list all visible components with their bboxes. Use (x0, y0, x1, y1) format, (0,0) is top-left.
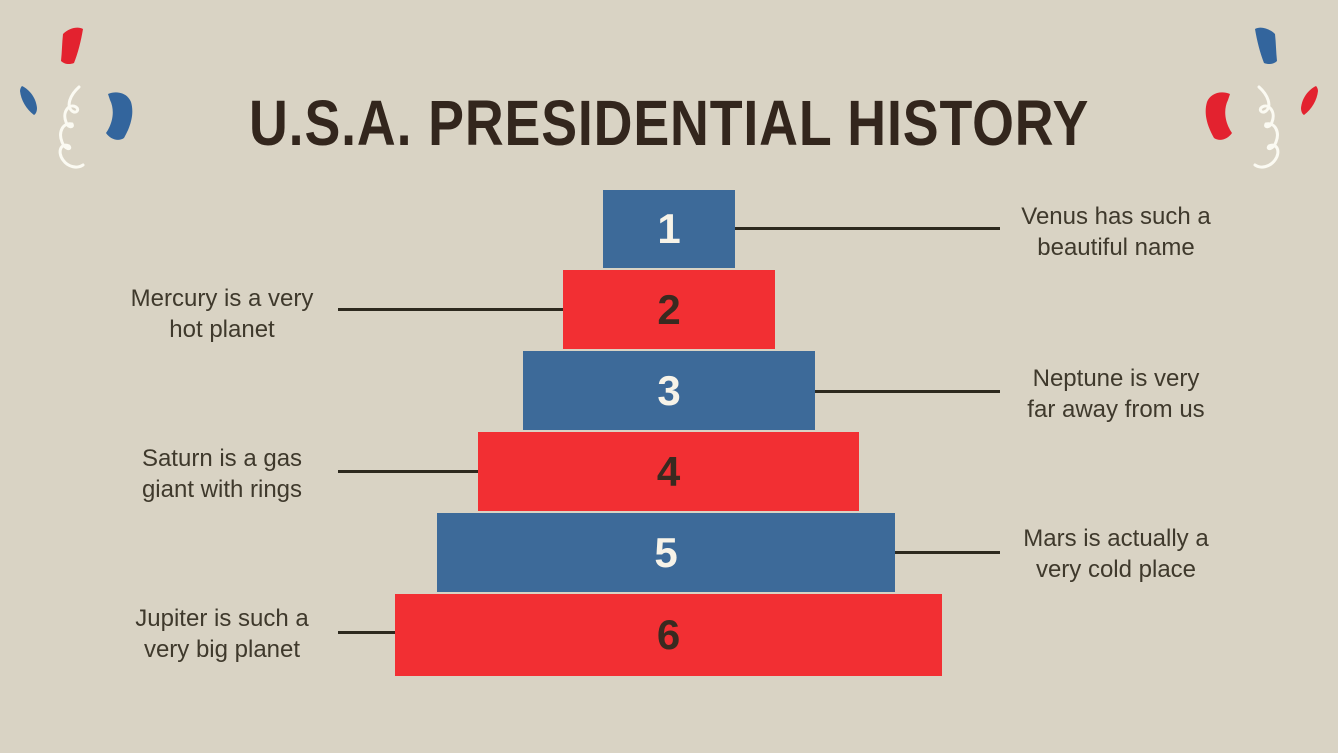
confetti-top-right-icon (1205, 27, 1318, 169)
label-level-1-line-2: beautiful name (1037, 234, 1195, 261)
connector-level-5 (895, 551, 1000, 554)
confetti-top-left-icon (20, 27, 133, 169)
label-level-4: Saturn is a gas giant with rings (106, 443, 338, 505)
label-level-1: Venus has such a beautiful name (1000, 201, 1232, 263)
label-level-3-line-1: Neptune is very (1032, 365, 1200, 392)
level-3-number: 3 (657, 366, 681, 414)
confetti-ribbon-blue-icon (106, 92, 133, 140)
label-level-2: Mercury is a very hot planet (106, 283, 338, 345)
connector-level-1 (735, 227, 1000, 230)
pyramid-level-4: 4 (478, 432, 859, 511)
label-level-3: Neptune is very far away from us (1000, 363, 1232, 425)
page-title-text: U.S.A. PRESIDENTIAL HISTORY (248, 87, 1090, 159)
confetti-ribbon-red-icon (1205, 92, 1232, 140)
confetti-comma-blue-icon (20, 86, 37, 115)
confetti-ribbon-red-icon (61, 27, 83, 65)
label-level-6-line-1: Jupiter is such a (135, 605, 309, 632)
label-level-2-line-1: Mercury is a very (130, 285, 314, 312)
connector-level-6 (338, 631, 395, 634)
label-level-5-line-2: very cold place (1035, 556, 1197, 583)
label-level-4-line-1: Saturn is a gas (141, 445, 303, 472)
label-level-1-line-1: Venus has such a (1021, 203, 1211, 230)
connector-level-4 (338, 470, 478, 473)
label-level-5-line-1: Mars is actually a (1023, 525, 1209, 552)
level-5-number: 5 (654, 528, 678, 576)
pyramid-level-2: 2 (563, 270, 775, 349)
level-4-number: 4 (656, 447, 681, 495)
confetti-ribbon-blue-icon (1255, 27, 1277, 65)
label-level-6: Jupiter is such a very big planet (106, 603, 338, 665)
label-level-5: Mars is actually a very cold place (1000, 523, 1232, 585)
level-2-number: 2 (657, 285, 681, 333)
connector-level-3 (815, 390, 1000, 393)
confetti-comma-red-icon (1301, 86, 1318, 115)
confetti-streamer-white-icon (1253, 85, 1280, 169)
pyramid-level-1: 1 (603, 190, 735, 268)
pyramid-level-6: 6 (395, 594, 942, 676)
level-1-number: 1 (657, 205, 681, 252)
page-title: U.S.A. PRESIDENTIAL HISTORY (0, 86, 1338, 160)
confetti-streamer-white-icon (58, 85, 85, 169)
pyramid-level-5: 5 (437, 513, 895, 592)
pyramid-level-3: 3 (523, 351, 815, 430)
label-level-6-line-2: very big planet (143, 636, 301, 663)
label-level-2-line-2: hot planet (169, 316, 275, 343)
connector-level-2 (338, 308, 563, 311)
label-level-3-line-2: far away from us (1027, 396, 1205, 423)
label-level-4-line-2: giant with rings (141, 476, 303, 503)
level-6-number: 6 (656, 611, 681, 658)
